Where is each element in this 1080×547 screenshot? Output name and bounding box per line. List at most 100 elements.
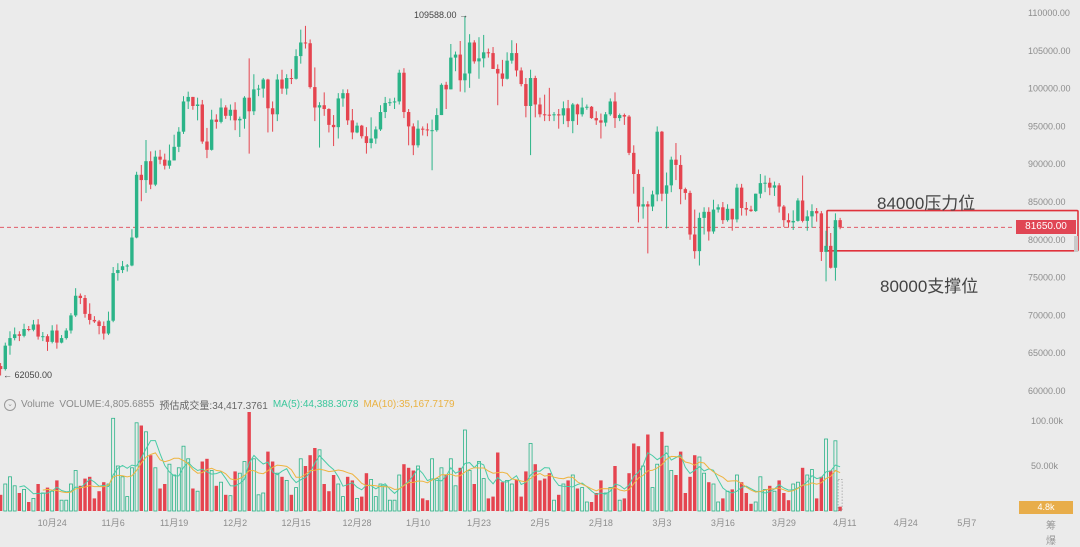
candle <box>463 73 467 81</box>
candle <box>275 79 280 115</box>
volume-bar <box>707 482 711 511</box>
volume-bar <box>247 412 251 511</box>
volume-bar <box>97 491 101 511</box>
candle <box>585 106 589 108</box>
price-axis-scroll-handle[interactable] <box>1074 236 1078 252</box>
candle <box>186 96 190 102</box>
candle <box>3 345 7 370</box>
volume-bar <box>613 466 617 511</box>
candle <box>547 114 552 116</box>
volume-bar <box>641 465 646 512</box>
volume-bar <box>78 485 83 511</box>
volume-bar <box>814 498 819 511</box>
volume-bar <box>322 484 326 511</box>
candle <box>702 211 706 218</box>
volume-bar <box>406 467 411 511</box>
candle <box>632 152 636 175</box>
candle <box>388 102 392 104</box>
corner-label[interactable]: 筹 爆 <box>1046 521 1060 547</box>
volume-bar <box>533 464 537 511</box>
volume-bar <box>336 483 341 512</box>
high-marker-value: 109588.00 <box>414 10 457 20</box>
candle <box>219 107 223 122</box>
volume-bar <box>646 434 650 511</box>
volume-bar <box>524 471 528 511</box>
candle <box>552 114 556 116</box>
collapse-chevron-icon[interactable]: ⌄ <box>4 398 16 411</box>
volume-bar <box>711 483 716 512</box>
candle <box>233 109 237 121</box>
volume-bar <box>481 478 486 512</box>
candle <box>711 209 716 232</box>
volume-bar <box>425 500 430 511</box>
candle <box>116 270 120 274</box>
volume-bar <box>824 438 828 512</box>
candle <box>533 78 537 105</box>
volume-bar <box>181 445 186 512</box>
candle <box>599 120 603 123</box>
volume-bar <box>17 493 22 511</box>
candle <box>350 120 355 133</box>
candle <box>308 43 312 88</box>
candle <box>200 104 204 142</box>
candle <box>435 115 439 131</box>
volume-bar <box>416 465 420 512</box>
volume-bar <box>491 496 495 511</box>
candle <box>683 189 688 193</box>
volume-ma5: MA(5):44,388.3078 <box>272 399 359 410</box>
volume-bar <box>697 456 702 512</box>
candle <box>78 295 83 299</box>
volume-bar <box>195 490 200 512</box>
volume-bar <box>584 501 589 512</box>
price-tick-label: 60000.00 <box>1028 386 1066 396</box>
volume-bar <box>599 480 603 511</box>
candle <box>378 112 383 130</box>
candle <box>303 42 308 44</box>
candle <box>758 183 763 194</box>
candle <box>421 128 425 130</box>
date-tick-label: 2月5 <box>530 518 549 528</box>
candle <box>725 208 730 221</box>
volume-bar <box>800 467 805 511</box>
volume-bar <box>702 472 706 512</box>
date-tick-label: 12月28 <box>343 518 372 528</box>
volume-bar <box>557 494 561 511</box>
candle <box>299 42 303 57</box>
candle <box>496 68 500 74</box>
volume-bar <box>237 472 242 512</box>
volume-bar <box>472 484 476 511</box>
volume-bar <box>838 506 842 511</box>
candle <box>252 89 256 112</box>
candle <box>753 193 758 212</box>
volume-bar <box>55 480 59 511</box>
resistance-annotation: 84000压力位 <box>877 194 976 213</box>
candle <box>106 320 111 334</box>
candle <box>256 88 261 90</box>
volume-bar <box>219 481 223 512</box>
candle <box>589 106 594 119</box>
volume-bar <box>688 476 692 511</box>
candle <box>669 159 673 186</box>
volume-bar <box>496 452 500 511</box>
price-tick-label: 70000.00 <box>1028 310 1066 320</box>
volume-bar <box>538 480 542 511</box>
volume-bar <box>205 458 209 511</box>
volume-bar <box>22 488 26 512</box>
candle <box>838 220 842 228</box>
candle <box>528 78 533 106</box>
candle <box>444 84 448 90</box>
volume-bar <box>430 458 434 512</box>
volume-bar <box>575 488 580 511</box>
candle <box>177 131 181 147</box>
candle <box>209 119 214 150</box>
candle <box>181 101 186 132</box>
volume-bar <box>603 492 608 512</box>
volume-bar <box>791 483 796 512</box>
candlestick-chart[interactable]: 110000.00 105000.00 100000.00 95000.00 90000… <box>0 0 1080 530</box>
candle <box>796 200 800 221</box>
candle <box>786 220 791 223</box>
volume-bar <box>514 479 519 511</box>
candle <box>829 245 833 268</box>
candle <box>805 216 809 221</box>
volume-bar <box>115 465 120 512</box>
